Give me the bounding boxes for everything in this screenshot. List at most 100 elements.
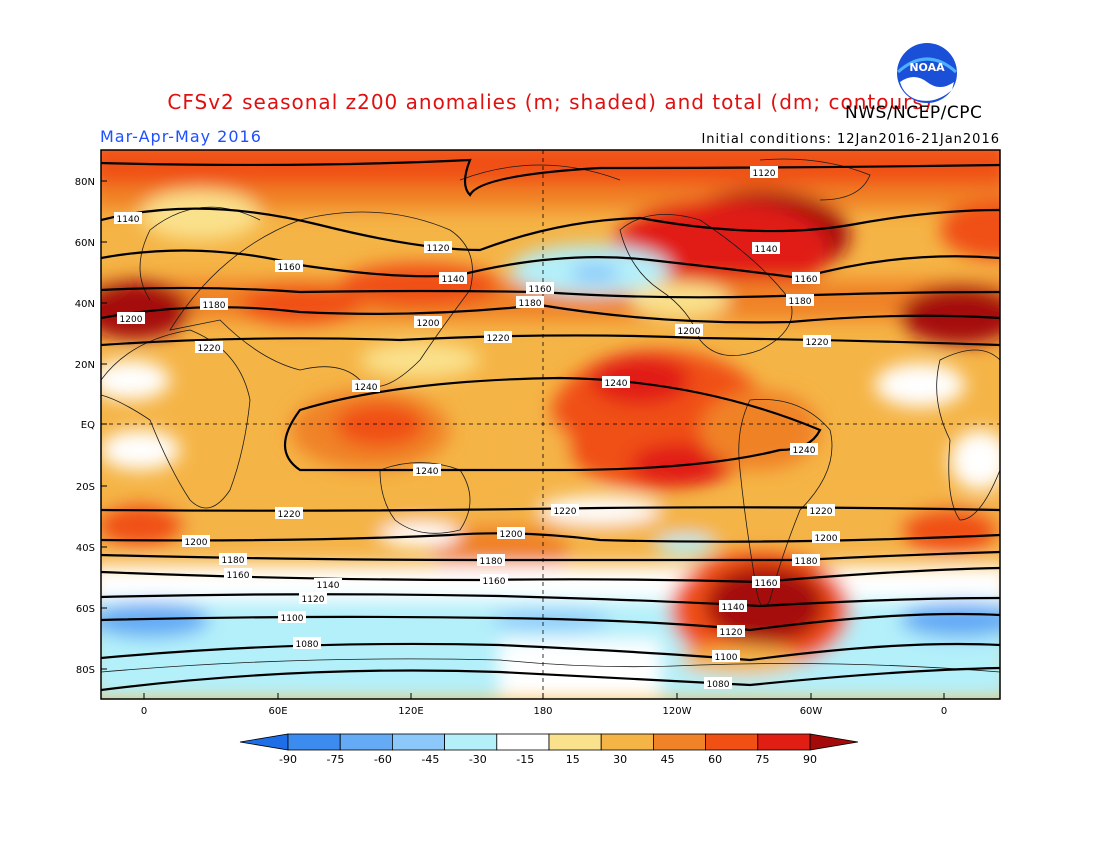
colorbar-tick-label: -45 [421, 753, 439, 766]
contour-line [101, 666, 1000, 692]
initial-conditions: Initial conditions: 12Jan2016-21Jan2016 [701, 132, 1000, 147]
contour-label: 1220 [806, 338, 829, 348]
coastlines [101, 158, 1000, 673]
lat-label: 60S [76, 604, 95, 615]
colorbar-box [444, 733, 498, 751]
contour-line [101, 566, 1000, 584]
contour-label: 1220 [810, 507, 833, 517]
colorbar-tick-label: -30 [469, 753, 487, 766]
lat-label: EQ [81, 420, 95, 431]
contour-label: 1180 [795, 557, 818, 567]
contour-label: 1240 [793, 446, 816, 456]
contour-label: 1220 [554, 507, 577, 517]
contour-label: 1240 [605, 379, 628, 389]
latitude-axis: 80N 60N 40N 20N EQ 20S 40S 60S 80S [75, 177, 107, 676]
lat-label: 60N [75, 238, 95, 249]
colorbar-box [391, 733, 445, 751]
contour-label: 1120 [753, 169, 776, 179]
contour-line [284, 376, 822, 472]
contour-label: 1080 [707, 680, 730, 690]
contour-line [101, 158, 1000, 197]
colorbar-tick-label: 75 [756, 753, 770, 766]
contour-label: 1180 [789, 297, 812, 307]
contour-label: 1180 [203, 301, 226, 311]
lon-label: 0 [941, 706, 947, 717]
lon-label: 0 [141, 706, 147, 717]
contour-line [101, 532, 1000, 543]
lat-label: 40N [75, 299, 95, 310]
contour-label: 1100 [281, 614, 304, 624]
lat-label: 20N [75, 360, 95, 371]
contour-label: 1140 [722, 603, 745, 613]
contour-label: 1120 [427, 244, 450, 254]
contour-label: 1200 [185, 538, 208, 548]
colorbar-tick-label: -90 [279, 753, 297, 766]
contour-label: 1160 [755, 579, 778, 589]
contour-label: 1160 [278, 263, 301, 273]
contour-label: 1120 [302, 595, 325, 605]
map-title: CFSv2 seasonal z200 anomalies (m; shaded… [167, 90, 933, 114]
colorbar-box [548, 733, 602, 751]
contour-label-group: 1140 1120 1120 1160 1140 1160 1140 1160 … [114, 166, 840, 690]
agency-label: NWS/NCEP/CPC [845, 103, 983, 123]
noaa-logo-icon: NOAA [896, 43, 958, 103]
colorbar-tick-label: 60 [708, 753, 722, 766]
lat-label: 80S [76, 665, 95, 676]
colorbar-tick-label: 15 [566, 753, 580, 766]
contour-label: 1140 [117, 215, 140, 225]
colorbar-box [705, 733, 759, 751]
colorbar-tick-label: 90 [803, 753, 817, 766]
colorbar-box [757, 733, 811, 751]
colorbar-tick-label: 45 [661, 753, 675, 766]
colorbar-tick-label: -15 [516, 753, 534, 766]
contour-line [101, 612, 1000, 632]
colorbar-tick-label: -75 [326, 753, 344, 766]
contour-line [101, 334, 1000, 347]
colorbar-box [287, 733, 341, 751]
colorbar: -90 -75 -60 -45 -30 -15 15 30 45 60 75 90 [239, 733, 859, 766]
colorbar-box [339, 733, 393, 751]
lon-label: 60W [800, 706, 823, 717]
noaa-logo-text: NOAA [909, 61, 945, 74]
contour-label: 1200 [500, 530, 523, 540]
contour-line [101, 593, 1000, 608]
lon-label: 60E [268, 706, 287, 717]
colorbar-tick-label: -60 [374, 753, 392, 766]
contour-label: 1100 [715, 653, 738, 663]
height-contours [101, 158, 1000, 692]
contour-label: 1160 [227, 571, 250, 581]
contour-label: 1140 [442, 275, 465, 285]
anomaly-field [101, 150, 1000, 699]
contour-line [101, 249, 1000, 280]
contour-label: 1220 [278, 510, 301, 520]
contour-label: 1200 [678, 327, 701, 337]
contour-label: 1160 [795, 275, 818, 285]
lon-label: 120W [663, 706, 692, 717]
contour-label: 1140 [755, 245, 778, 255]
contour-line [101, 550, 1000, 562]
lat-label: 20S [76, 482, 95, 493]
contour-label: 1180 [519, 299, 542, 309]
longitude-axis: 0 60E 120E 180 120W 60W 0 [141, 693, 947, 717]
colorbar-box [496, 733, 550, 751]
lon-label: 180 [533, 706, 552, 717]
contour-label: 1160 [483, 577, 506, 587]
reference-lines [101, 150, 1000, 699]
contour-label: 1220 [487, 334, 510, 344]
lon-label: 120E [398, 706, 423, 717]
colorbar-box [653, 733, 707, 751]
contour-line [101, 286, 1000, 299]
contour-line [101, 303, 1000, 324]
contour-label: 1140 [317, 581, 340, 591]
colorbar-arrow-right [809, 733, 859, 751]
contour-label: 1120 [720, 628, 743, 638]
contour-label: 1180 [480, 557, 503, 567]
contour-label: 1240 [416, 467, 439, 477]
colorbar-box [600, 733, 654, 751]
contour-line [101, 506, 1000, 512]
lat-label: 80N [75, 177, 95, 188]
contour-label: 1180 [222, 556, 245, 566]
map-frame [100, 149, 1001, 700]
contour-label: 1200 [120, 315, 143, 325]
contour-label: 1200 [815, 534, 838, 544]
